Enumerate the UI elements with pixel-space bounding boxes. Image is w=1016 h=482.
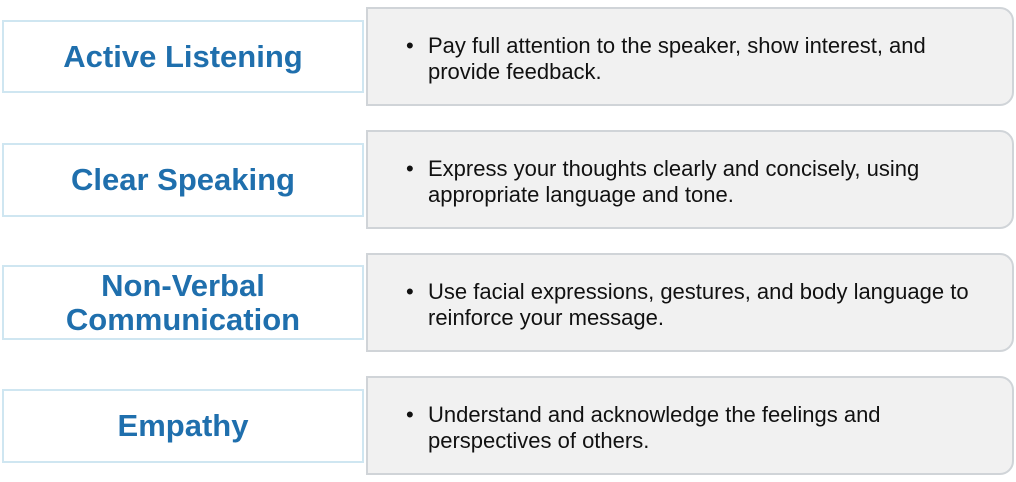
skill-description: Express your thoughts clearly and concis… xyxy=(428,156,920,207)
skill-title: Active Listening xyxy=(63,38,303,74)
bullet-marker: • xyxy=(406,402,414,427)
skill-description-box: • Understand and acknowledge the feeling… xyxy=(366,376,1014,475)
skill-description-box: • Express your thoughts clearly and conc… xyxy=(366,130,1014,229)
skill-title-box: Active Listening xyxy=(2,20,364,93)
skill-title: Non-Verbal Communication xyxy=(65,267,301,337)
skill-description-box: • Pay full attention to the speaker, sho… xyxy=(366,7,1014,106)
skill-description: Pay full attention to the speaker, show … xyxy=(428,33,926,84)
skill-title: Empathy xyxy=(117,408,249,443)
skill-title-box: Clear Speaking xyxy=(2,143,364,217)
skill-description: Use facial expressions, gestures, and bo… xyxy=(428,279,969,330)
skill-title: Clear Speaking xyxy=(71,162,295,197)
skill-title-box: Non-Verbal Communication xyxy=(2,265,364,340)
bullet-marker: • xyxy=(406,33,414,58)
skill-description-box: • Use facial expressions, gestures, and … xyxy=(366,253,1014,352)
skill-description: Understand and acknowledge the feelings … xyxy=(428,402,881,453)
bullet-marker: • xyxy=(406,279,414,304)
bullet-marker: • xyxy=(406,156,414,181)
skill-title-box: Empathy xyxy=(2,389,364,463)
